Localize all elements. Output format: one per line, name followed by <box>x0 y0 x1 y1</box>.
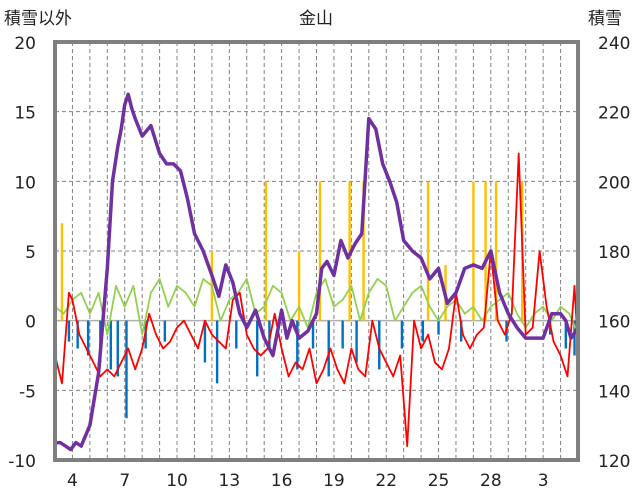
precip-bar <box>494 181 498 321</box>
right-tick-label: 120 <box>598 452 630 472</box>
x-tick-label: 25 <box>428 471 450 491</box>
plot-frame <box>53 40 580 462</box>
x-tick-label: 16 <box>271 471 293 491</box>
x-tick-label: 10 <box>166 471 188 491</box>
x-tick-label: 13 <box>219 471 241 491</box>
precip-negative-bar <box>459 320 463 342</box>
x-tick-label: 28 <box>480 471 502 491</box>
precip-bar <box>484 181 487 321</box>
precip-negative-bar <box>215 320 219 384</box>
precip-negative-bar <box>311 320 315 349</box>
precip-negative-bar <box>437 320 440 335</box>
series-lines <box>54 92 580 452</box>
left-tick-label: 10 <box>14 173 36 193</box>
precip-bar <box>426 181 430 321</box>
temperature-line <box>54 152 579 448</box>
right-tick-label: 180 <box>598 243 630 263</box>
right-axis-label: 積雪 <box>588 9 622 29</box>
precip-bar <box>362 181 365 321</box>
precip-negative-bar <box>421 320 425 342</box>
snow-depth-line <box>55 92 580 452</box>
precip-negative-bar <box>203 320 207 363</box>
precip-negative-bar <box>76 320 79 349</box>
precip-negative-bar <box>573 320 576 356</box>
precip-bar <box>318 181 322 321</box>
x-tick-label: 22 <box>375 471 397 491</box>
right-tick-label: 240 <box>598 34 630 54</box>
left-tick-label: -10 <box>8 452 36 472</box>
right-tick-label: 220 <box>598 104 630 124</box>
precip-negative-bar <box>296 320 299 370</box>
left-axis-label: 積雪以外 <box>4 9 72 29</box>
left-tick-label: -5 <box>19 382 36 402</box>
right-tick-label: 140 <box>598 382 630 402</box>
precip-negative-bar <box>235 320 238 349</box>
precip-negative-bar <box>564 320 567 349</box>
precip-negative-bar <box>125 320 128 419</box>
precip-negative-bar <box>268 320 271 349</box>
precip-negative-bar <box>400 320 404 349</box>
left-tick-label: 5 <box>25 243 36 263</box>
precip-negative-bar <box>341 320 344 349</box>
grid-lines <box>55 42 578 460</box>
right-tick-label: 160 <box>598 313 630 333</box>
precip-bar <box>60 223 64 321</box>
precip-negative-bar <box>163 320 167 342</box>
precip-negative-bar <box>109 320 112 370</box>
precip-negative-bar <box>116 320 119 377</box>
x-tick-label: 7 <box>119 471 130 491</box>
tick-labels: -10 -5 0 5 10 15 20 120 140 160 180 200 220 240 4 7 10 13… <box>8 34 630 491</box>
precip-bar <box>297 251 301 321</box>
left-tick-label: 15 <box>14 104 36 124</box>
precip-negative-bar <box>355 320 358 363</box>
right-tick-label: 200 <box>598 173 630 193</box>
x-tick-label: 3 <box>538 471 549 491</box>
precip-negative-bar <box>327 320 330 377</box>
precip-negative-bar <box>67 320 71 342</box>
precip-bar <box>472 181 475 321</box>
wind-line <box>54 277 579 336</box>
precip-negative-bar <box>86 320 90 356</box>
precip-bar <box>264 181 268 321</box>
x-tick-label: 19 <box>323 471 345 491</box>
precip-negative-bar <box>256 320 259 377</box>
left-tick-label: 20 <box>14 34 36 54</box>
x-tick-label: 4 <box>67 471 78 491</box>
chart-title: 金山 <box>299 9 333 29</box>
left-tick-label: 0 <box>25 313 36 333</box>
